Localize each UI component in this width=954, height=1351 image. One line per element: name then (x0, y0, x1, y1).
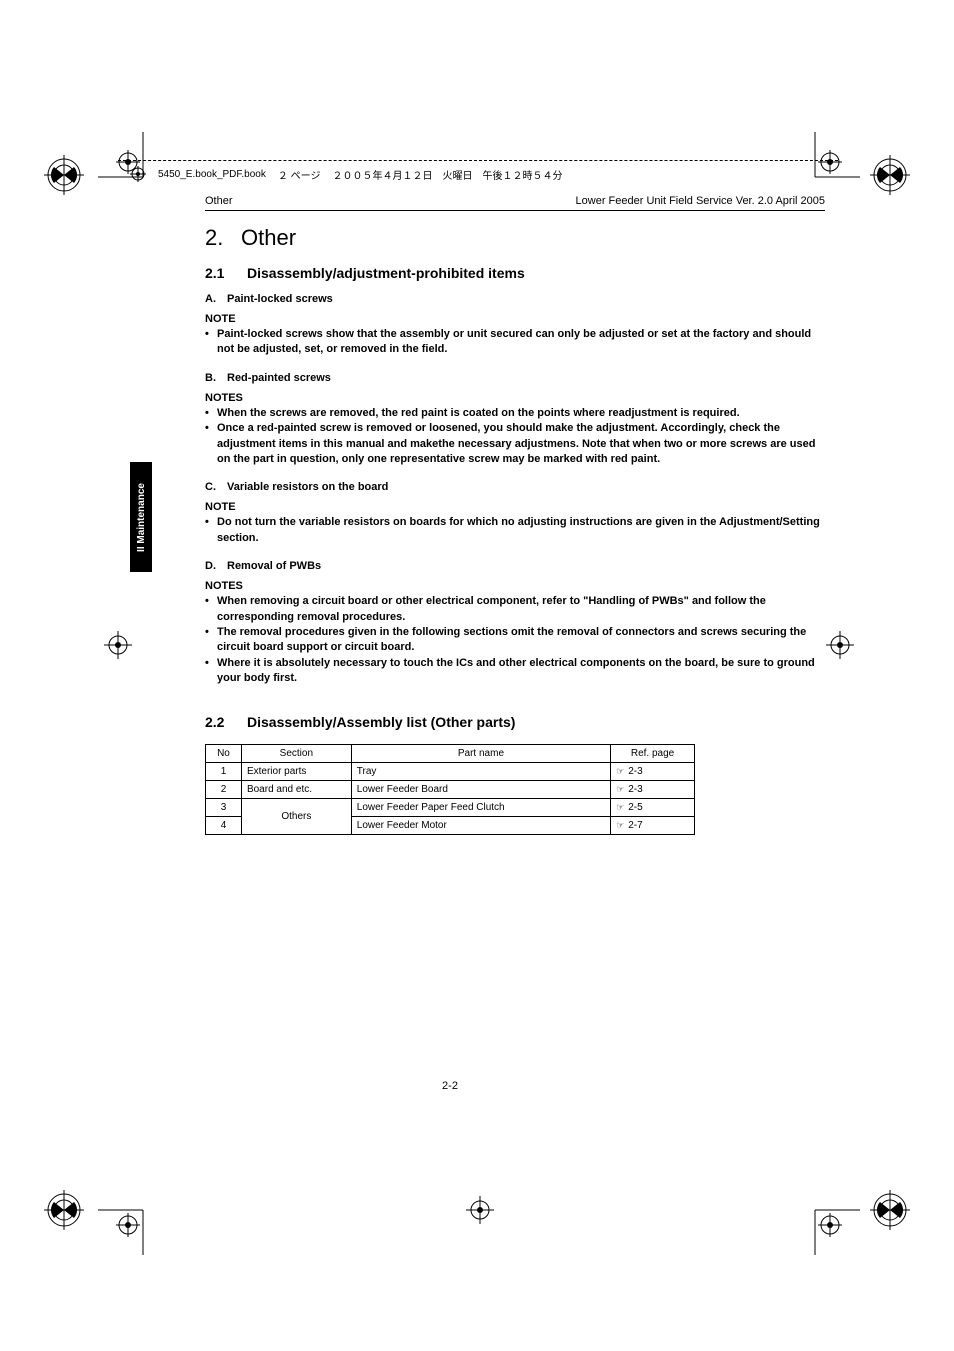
page-number: 2-2 (205, 1080, 695, 1092)
note-label-c: NOTE (205, 501, 825, 513)
list-item: When removing a circuit board or other e… (205, 594, 825, 625)
list-c: Do not turn the variable resistors on bo… (205, 515, 825, 546)
heading-a: A.Paint-locked screws (205, 293, 825, 305)
col-ref: Ref. page (611, 745, 695, 763)
list-item: When the screws are removed, the red pai… (205, 406, 825, 421)
note-label-b: NOTES (205, 392, 825, 404)
list-item: Once a red-painted screw is removed or l… (205, 421, 825, 467)
subsection-21-title: Disassembly/adjustment-prohibited items (247, 265, 525, 281)
regmark-bot-left-inner (98, 1195, 158, 1255)
subsection-21-num: 2.1 (205, 265, 247, 281)
col-no: No (206, 745, 242, 763)
regmark-bot-right-outer (870, 1190, 910, 1230)
list-item: Do not turn the variable resistors on bo… (205, 515, 825, 546)
regmark-bot-left-outer (44, 1190, 84, 1230)
header-left: Other (205, 195, 233, 207)
regmark-bot-center (460, 1190, 500, 1230)
regmark-top-left-outer (44, 155, 84, 195)
heading-d: D.Removal of PWBs (205, 560, 825, 572)
side-tab: II Maintenance (130, 462, 152, 572)
note-label-d: NOTES (205, 580, 825, 592)
regmark-bot-right-inner (800, 1195, 860, 1255)
col-section: Section (241, 745, 351, 763)
table-row: 3 Others Lower Feeder Paper Feed Clutch … (206, 799, 695, 817)
table-row: 2 Board and etc. Lower Feeder Board ☞2-3 (206, 781, 695, 799)
subsection-22-title: Disassembly/Assembly list (Other parts) (247, 714, 515, 730)
heading-b: B.Red-painted screws (205, 372, 825, 384)
regmark-mid-right (820, 625, 860, 665)
header-right: Lower Feeder Unit Field Service Ver. 2.0… (576, 195, 825, 207)
subsection-22: 2.2Disassembly/Assembly list (Other part… (205, 714, 825, 730)
regmark-top-right-outer (870, 155, 910, 195)
list-b: When the screws are removed, the red pai… (205, 406, 825, 468)
col-part: Part name (351, 745, 610, 763)
list-item: The removal procedures given in the foll… (205, 625, 825, 656)
table-row: 1 Exterior parts Tray ☞2-3 (206, 763, 695, 781)
list-item: Where it is absolutely necessary to touc… (205, 656, 825, 687)
table-header-row: No Section Part name Ref. page (206, 745, 695, 763)
parts-table: No Section Part name Ref. page 1 Exterio… (205, 744, 695, 835)
side-tab-label: II Maintenance (136, 483, 147, 552)
list-d: When removing a circuit board or other e… (205, 594, 825, 686)
regmark-mid-left (98, 625, 138, 665)
regmark-top-left-inner (98, 132, 158, 192)
list-item: Paint-locked screws show that the assemb… (205, 327, 825, 358)
list-a: Paint-locked screws show that the assemb… (205, 327, 825, 358)
section-title: 2.Other (205, 225, 825, 251)
note-label-a: NOTE (205, 313, 825, 325)
heading-c: C.Variable resistors on the board (205, 481, 825, 493)
subsection-22-num: 2.2 (205, 714, 247, 730)
subsection-21: 2.1Disassembly/adjustment-prohibited ite… (205, 265, 825, 281)
section-text: Other (241, 225, 296, 250)
section-num: 2. (205, 225, 241, 251)
